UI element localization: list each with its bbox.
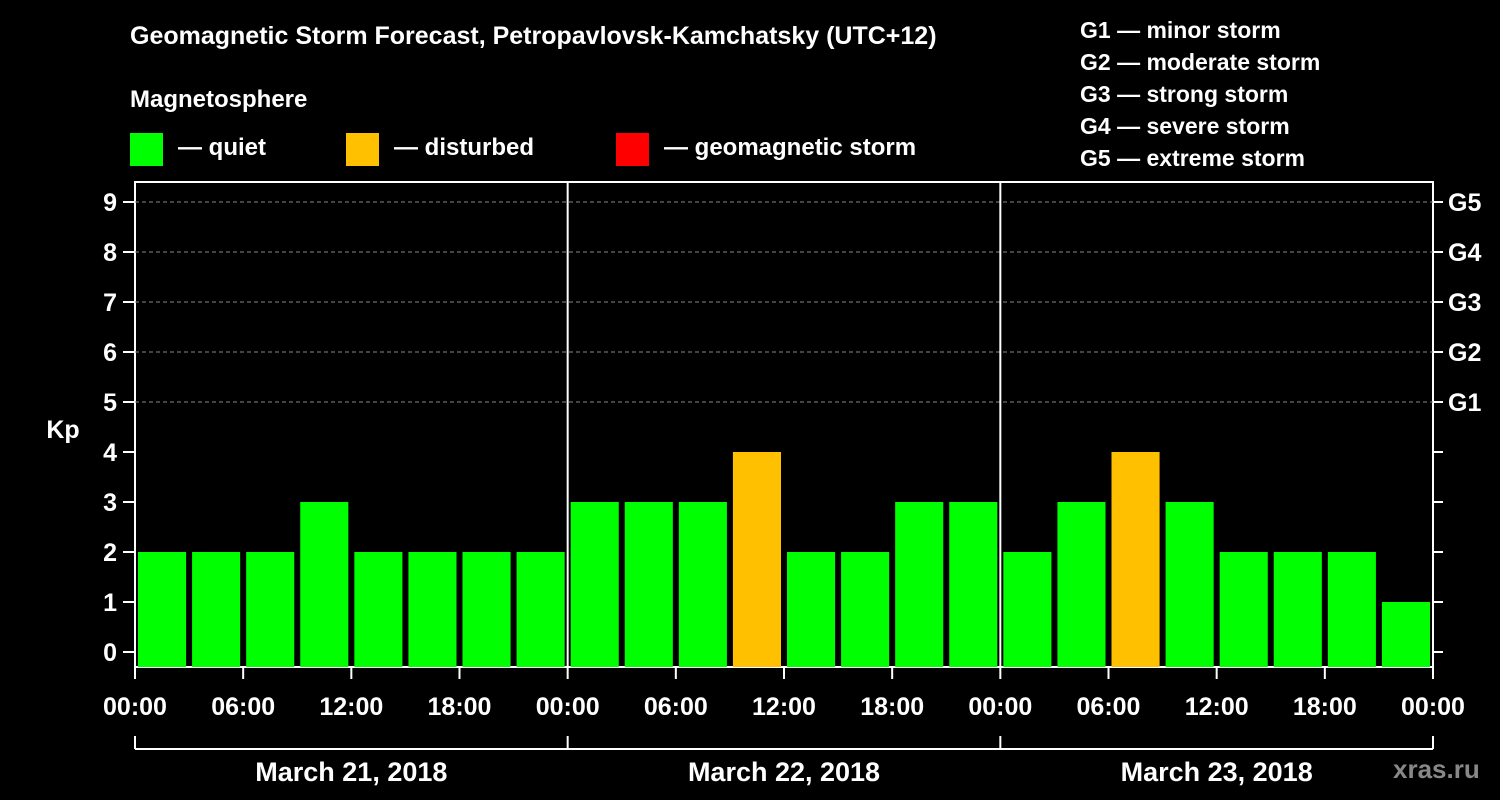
- x-tick-label: 06:00: [211, 693, 275, 721]
- x-tick-label: 18:00: [1293, 693, 1357, 721]
- day-label: March 21, 2018: [255, 757, 447, 787]
- legend-swatch-disturbed: [346, 133, 379, 166]
- y-tick-label: 4: [103, 439, 117, 467]
- x-tick-label: 18:00: [428, 693, 492, 721]
- kp-bar: [516, 552, 565, 667]
- kp-bar: [246, 552, 295, 667]
- storm-level-legend: G1 — minor storm G2 — moderate storm G3 …: [1080, 14, 1320, 174]
- kp-bar: [1327, 552, 1376, 667]
- legend-label-storm: — geomagnetic storm: [664, 134, 917, 161]
- kp-bar: [1057, 502, 1106, 667]
- kp-bar: [787, 552, 836, 667]
- y-tick-label: 8: [103, 239, 117, 267]
- kp-bar: [300, 502, 349, 667]
- y-tick-label: 9: [103, 189, 117, 217]
- y-tick-label: 2: [103, 539, 117, 567]
- x-tick-label: 00:00: [103, 693, 167, 721]
- kp-bar: [408, 552, 457, 667]
- legend-swatch-quiet: [130, 133, 163, 166]
- x-tick-label: 06:00: [644, 693, 708, 721]
- right-axis-label: G2: [1448, 339, 1481, 367]
- day-label: March 22, 2018: [688, 757, 880, 787]
- y-tick-label: 1: [103, 589, 117, 617]
- kp-bar: [354, 552, 403, 667]
- y-tick-label: 3: [103, 489, 117, 517]
- kp-bar: [1111, 452, 1160, 667]
- legend-swatch-storm: [616, 133, 649, 166]
- right-axis-label: G1: [1448, 389, 1481, 417]
- x-tick-label: 12:00: [1185, 693, 1249, 721]
- y-tick-label: 0: [103, 639, 117, 667]
- kp-bar: [462, 552, 511, 667]
- watermark: xras.ru: [1393, 754, 1480, 784]
- y-tick-label: 6: [103, 339, 117, 367]
- kp-bar: [732, 452, 781, 667]
- kp-bar: [624, 502, 673, 667]
- x-tick-label: 00:00: [536, 693, 600, 721]
- y-axis-label: Kp: [46, 416, 79, 444]
- kp-bar: [1273, 552, 1322, 667]
- x-tick-label: 18:00: [860, 693, 924, 721]
- storm-level-g4: G4 — severe storm: [1080, 113, 1290, 139]
- storm-level-g1: G1 — minor storm: [1080, 17, 1281, 43]
- kp-bar: [1381, 602, 1430, 667]
- x-tick-label: 12:00: [319, 693, 383, 721]
- kp-bar: [192, 552, 241, 667]
- x-tick-label: 00:00: [1401, 693, 1465, 721]
- kp-bar: [1219, 552, 1268, 667]
- kp-bar: [678, 502, 727, 667]
- day-label: March 23, 2018: [1121, 757, 1313, 787]
- kp-bar: [138, 552, 187, 667]
- storm-level-g3: G3 — strong storm: [1080, 81, 1289, 107]
- kp-bar: [1003, 552, 1052, 667]
- kp-bar: [949, 502, 998, 667]
- kp-bar: [841, 552, 890, 667]
- right-axis-label: G3: [1448, 289, 1481, 317]
- chart-title: Geomagnetic Storm Forecast, Petropavlovs…: [130, 22, 937, 50]
- legend-title: Magnetosphere: [130, 86, 308, 113]
- x-tick-label: 12:00: [752, 693, 816, 721]
- kp-bar: [895, 502, 944, 667]
- x-tick-label: 06:00: [1077, 693, 1141, 721]
- storm-level-g5: G5 — extreme storm: [1080, 145, 1305, 171]
- legend-label-quiet: — quiet: [178, 134, 266, 161]
- right-axis-label: G4: [1448, 239, 1481, 267]
- legend-label-disturbed: — disturbed: [394, 134, 535, 161]
- right-axis-label: G5: [1448, 189, 1481, 217]
- y-tick-label: 7: [103, 289, 117, 317]
- kp-bar: [1165, 502, 1214, 667]
- storm-level-g2: G2 — moderate storm: [1080, 49, 1321, 75]
- kp-bar: [570, 502, 619, 667]
- y-tick-label: 5: [103, 389, 117, 417]
- x-tick-label: 00:00: [968, 693, 1032, 721]
